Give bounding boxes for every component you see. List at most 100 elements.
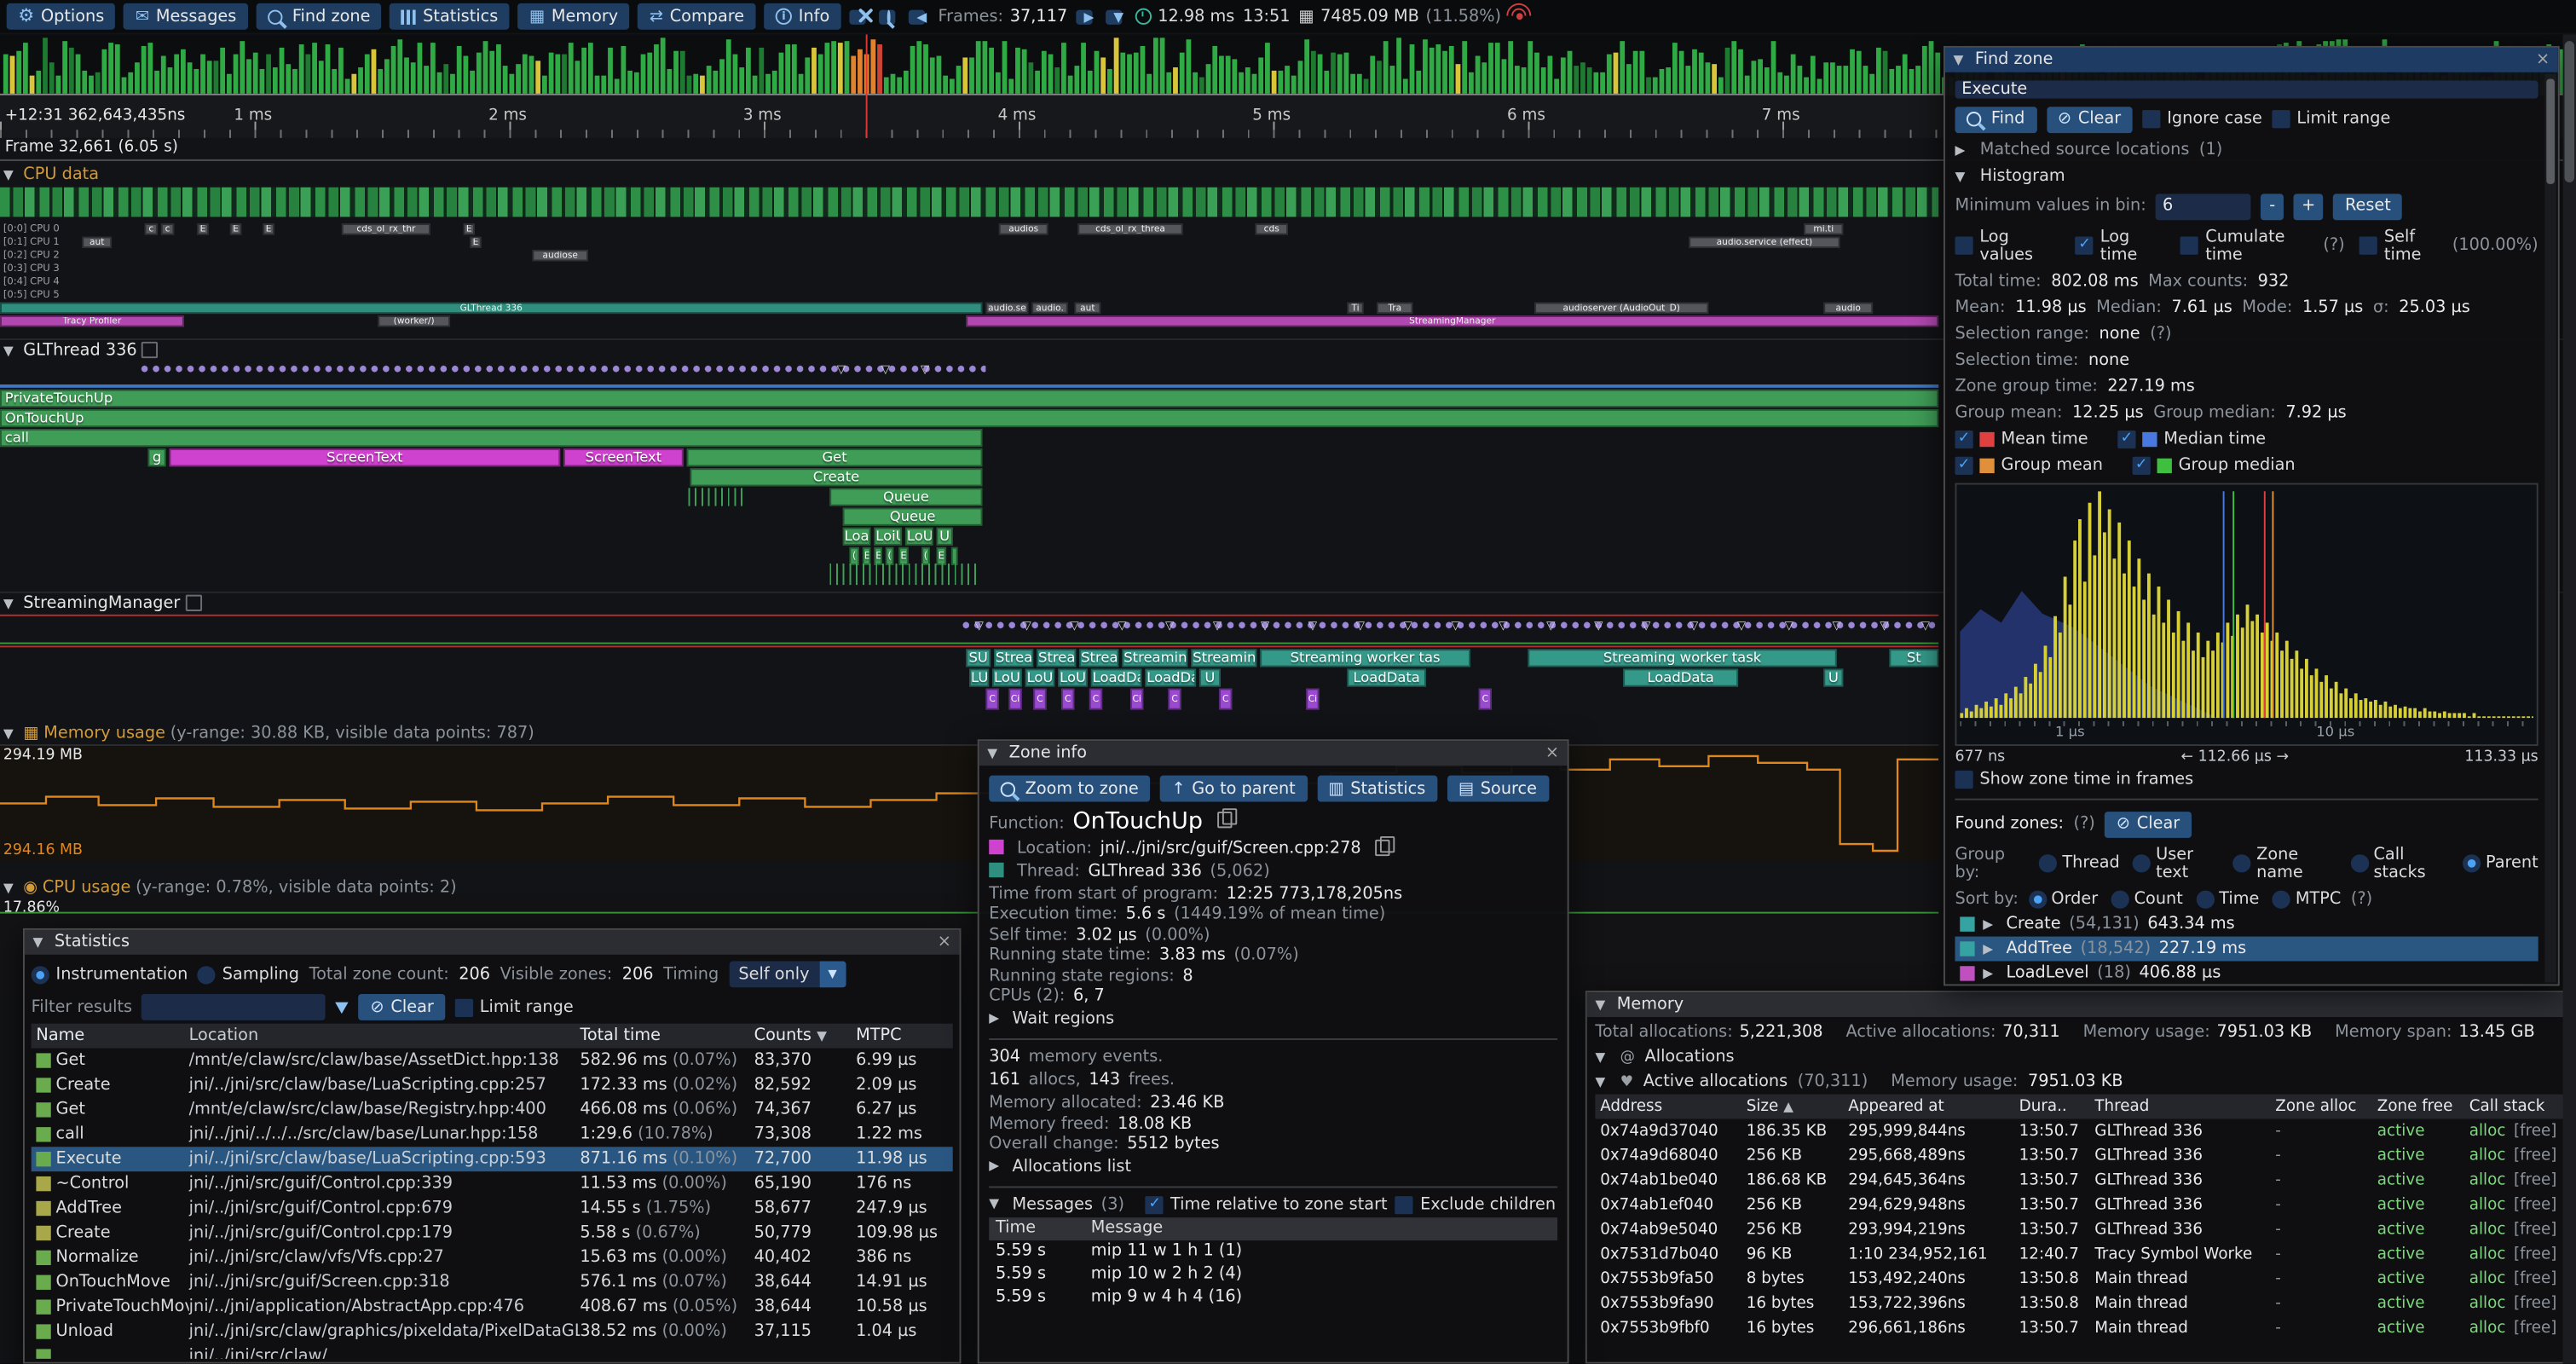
- cpu-zone[interactable]: aut: [82, 237, 112, 248]
- zone[interactable]: LoU: [1058, 668, 1088, 686]
- zone[interactable]: E: [898, 547, 909, 565]
- expand-icon[interactable]: ▶: [1983, 916, 1993, 931]
- zone[interactable]: OnTouchUp: [0, 409, 1938, 427]
- radio-icon[interactable]: [2111, 890, 2129, 908]
- zone[interactable]: LoU: [1025, 668, 1055, 686]
- list-item[interactable]: ▶ Create (54,131) 643.34 ms: [1955, 912, 2538, 937]
- column-address[interactable]: Address: [1595, 1097, 1746, 1115]
- radio-icon[interactable]: [2463, 854, 2481, 872]
- histogram[interactable]: 1 µs10 µs: [1955, 483, 2538, 746]
- checkbox-icon[interactable]: [2142, 110, 2160, 128]
- zone[interactable]: call: [0, 429, 983, 447]
- radio-icon[interactable]: [2273, 890, 2290, 908]
- checkbox-icon[interactable]: [1955, 237, 1972, 255]
- streaming-manager-header[interactable]: ▼StreamingManager: [3, 593, 202, 613]
- cpu-zone[interactable]: E: [463, 223, 474, 234]
- column-zone-alloc[interactable]: Zone alloc: [2275, 1097, 2377, 1115]
- checkbox-icon[interactable]: [2272, 110, 2290, 128]
- timing-select[interactable]: Self only▼: [729, 961, 846, 987]
- radio-icon[interactable]: [2350, 854, 2368, 872]
- table-row[interactable]: 0x7531d7b040 96 KB 1:10 234,952,161 12:4…: [1595, 1242, 2566, 1267]
- radio-option[interactable]: Order: [2028, 890, 2098, 908]
- zone[interactable]: Ci: [1008, 689, 1021, 710]
- marker-icon[interactable]: [1546, 620, 1555, 633]
- alloc-call-stack-link[interactable]: alloc: [2469, 1320, 2506, 1338]
- find-button[interactable]: Find: [1955, 106, 2036, 132]
- zone[interactable]: [689, 488, 745, 506]
- expand-icon[interactable]: ▶: [1983, 966, 1993, 980]
- table-row[interactable]: jni/../jni/src/claw/: [32, 1344, 953, 1359]
- zone[interactable]: LoadDaU: [1091, 668, 1142, 686]
- cpu-zone[interactable]: audio.se: [985, 303, 1028, 314]
- marker-icon[interactable]: [1308, 620, 1317, 633]
- zone[interactable]: E: [874, 547, 882, 565]
- histogram-row[interactable]: ▼Histogram: [1955, 167, 2538, 185]
- radio-icon[interactable]: [2196, 890, 2214, 908]
- glthread-header[interactable]: ▼GLThread 336: [3, 340, 159, 360]
- message-row[interactable]: 5.59 s mip 10 w 2 h 2 (4): [989, 1263, 1557, 1286]
- statistics-button[interactable]: Statistics: [390, 3, 510, 30]
- free-call-stack-link[interactable]: [free]: [2514, 1270, 2556, 1288]
- pin-icon[interactable]: [142, 342, 158, 358]
- collapse-icon[interactable]: ▼: [987, 746, 997, 760]
- zone[interactable]: LoiUp: [874, 528, 902, 546]
- cumulate-time-checkbox[interactable]: Cumulate time(?): [2180, 228, 2344, 263]
- cpu-usage-header[interactable]: ▼◉CPU usage(y-range: 0.78%, visible data…: [3, 877, 457, 897]
- time-relative-checkbox[interactable]: ✓Time relative to zone start: [1146, 1196, 1388, 1214]
- table-row[interactable]: Create jni/../jni/src/guif/Control.cpp:1…: [32, 1221, 953, 1246]
- zone[interactable]: Strea: [1037, 649, 1076, 667]
- cpu-zone[interactable]: audioserver (AudioOut_D): [1534, 303, 1708, 314]
- clear-button[interactable]: Clear: [2046, 106, 2132, 132]
- limit-range-checkbox[interactable]: Limit range: [455, 998, 574, 1016]
- zoom-to-zone-button[interactable]: Zoom to zone: [989, 776, 1150, 802]
- zone[interactable]: C: [1033, 689, 1046, 710]
- cpu-data-header[interactable]: ▼CPU data: [3, 165, 99, 184]
- cpu-zone[interactable]: c: [161, 223, 174, 234]
- column-total-time[interactable]: Total time: [580, 1027, 754, 1045]
- marker-icon[interactable]: [1451, 620, 1459, 633]
- zone[interactable]: LoadDaU: [1145, 668, 1196, 686]
- zone[interactable]: C: [1089, 689, 1102, 710]
- marker-icon[interactable]: [1499, 620, 1507, 633]
- table-row[interactable]: PrivateTouchMove jni/../jni/application/…: [32, 1295, 953, 1320]
- show-zone-time-checkbox[interactable]: Show zone time in frames: [1955, 770, 2193, 788]
- copy-icon[interactable]: [1376, 839, 1390, 855]
- zone[interactable]: LoUp: [905, 528, 933, 546]
- free-call-stack-link[interactable]: [free]: [2514, 1246, 2556, 1263]
- find-zone-button[interactable]: Find zone: [256, 3, 381, 30]
- mean-time-checkbox[interactable]: ✓Mean time: [1955, 430, 2088, 448]
- collapse-icon[interactable]: ▼: [3, 880, 14, 894]
- zone[interactable]: C: [985, 689, 998, 710]
- zone[interactable]: U: [937, 528, 953, 546]
- list-item[interactable]: ▶ AddTree (18,542) 227.19 ms: [1955, 937, 2538, 962]
- zone[interactable]: C: [1061, 689, 1074, 710]
- table-row[interactable]: 0x7553b9fa50 8 bytes 153,492,240ns 13:50…: [1595, 1267, 2566, 1292]
- table-row[interactable]: OnTouchMove jni/../jni/src/guif/Screen.c…: [32, 1270, 953, 1295]
- zone[interactable]: Strea: [994, 649, 1033, 667]
- free-call-stack-link[interactable]: [free]: [2514, 1320, 2556, 1338]
- radio-option[interactable]: Call stacks: [2350, 846, 2449, 881]
- zone[interactable]: U: [1199, 668, 1221, 686]
- min-bin-decrease-button[interactable]: -: [2261, 193, 2284, 219]
- cpu-zone[interactable]: Tra: [1377, 303, 1412, 314]
- zone[interactable]: St: [1889, 649, 1938, 667]
- alloc-call-stack-link[interactable]: alloc: [2469, 1171, 2506, 1189]
- memory-titlebar[interactable]: ▼Memory: [1587, 992, 2574, 1017]
- memory-usage-plot[interactable]: 294.19 MB 294.16 MB: [0, 744, 1938, 861]
- radio-icon[interactable]: [2233, 854, 2251, 872]
- zone[interactable]: LoadData: [1623, 668, 1738, 686]
- expand-icon[interactable]: ▶: [1983, 941, 1993, 956]
- prev-frame-button[interactable]: [909, 9, 925, 24]
- table-row[interactable]: Get /mnt/e/claw/src/claw/base/Registry.h…: [32, 1097, 953, 1122]
- free-call-stack-link[interactable]: [free]: [2514, 1295, 2556, 1313]
- column-location[interactable]: Location: [189, 1027, 580, 1045]
- cpu-zone[interactable]: audiose: [532, 250, 588, 261]
- checkbox-checked-icon[interactable]: ✓: [2133, 456, 2151, 474]
- marker-icon[interactable]: [1404, 620, 1412, 633]
- memory-button[interactable]: Memory: [517, 3, 629, 30]
- marker-icon[interactable]: [1921, 620, 1930, 633]
- cpu-zone[interactable]: c: [145, 223, 158, 234]
- column-counts[interactable]: Counts ▼: [754, 1027, 856, 1045]
- goto-search-button[interactable]: [879, 9, 895, 24]
- cpu-zone[interactable]: mi.ti: [1804, 223, 1843, 234]
